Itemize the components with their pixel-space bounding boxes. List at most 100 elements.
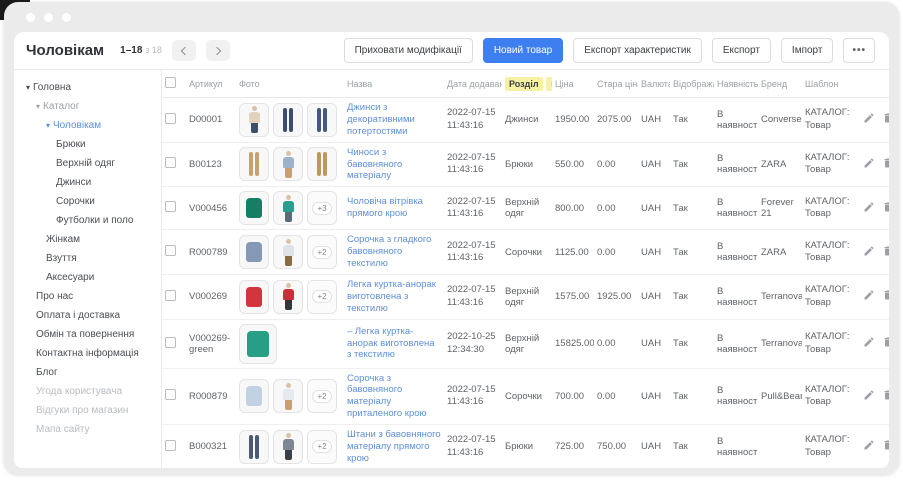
product-photo[interactable] xyxy=(239,323,277,364)
col-header-availability[interactable]: Наявність xyxy=(714,70,758,98)
product-photo[interactable] xyxy=(239,191,269,226)
sidebar-item-жінкам[interactable]: Жінкам xyxy=(14,230,161,249)
sidebar-item-про-нас[interactable]: Про нас xyxy=(14,287,161,306)
product-name-link[interactable]: Чоловіча вітрівка прямого крою xyxy=(347,196,423,220)
sidebar-item-джинси[interactable]: Джинси xyxy=(14,173,161,192)
col-header-sku[interactable]: Артикул xyxy=(186,70,236,98)
product-photo[interactable] xyxy=(239,147,269,182)
product-photo[interactable] xyxy=(273,429,303,464)
product-photo[interactable] xyxy=(273,379,303,414)
product-name-link[interactable]: – Легка куртка-анорак виготовлена з текс… xyxy=(347,325,435,361)
col-header-display[interactable]: Відображати xyxy=(670,70,714,98)
new-product-button[interactable]: Новий товар xyxy=(482,38,564,63)
sort-icon[interactable] xyxy=(545,76,552,91)
prev-page-button[interactable] xyxy=(171,40,196,61)
sidebar-item-відгуки-про-магазин[interactable]: Відгуки про магазин xyxy=(14,401,161,420)
more-photos-badge[interactable]: +3 xyxy=(307,191,337,226)
next-page-button[interactable] xyxy=(205,40,230,61)
row-checkbox[interactable] xyxy=(165,389,176,401)
product-name-link[interactable]: Чиноси з бавовняного матеріалу xyxy=(347,146,403,182)
sidebar-item-брюки[interactable]: Брюки xyxy=(14,135,161,154)
row-checkbox[interactable] xyxy=(165,157,176,169)
sidebar-item-верхній-одяг[interactable]: Верхній одяг xyxy=(14,154,161,173)
col-header-currency[interactable]: Валюта xyxy=(638,70,670,98)
sidebar-item-сорочки[interactable]: Сорочки xyxy=(14,192,161,211)
edit-icon[interactable] xyxy=(863,245,876,258)
product-photo[interactable] xyxy=(239,429,269,464)
product-photo[interactable] xyxy=(239,379,269,414)
col-header-price[interactable]: Ціна xyxy=(552,70,594,98)
edit-icon[interactable] xyxy=(863,201,876,214)
window-control-dot[interactable] xyxy=(44,12,53,22)
product-photo[interactable] xyxy=(239,235,269,270)
delete-icon[interactable] xyxy=(882,389,889,402)
export-characteristics-button[interactable]: Експорт характеристик xyxy=(573,38,702,63)
sidebar-item-контактна-інформація[interactable]: Контактна інформація xyxy=(14,344,161,363)
product-photo[interactable] xyxy=(273,279,303,314)
row-checkbox[interactable] xyxy=(165,245,176,257)
row-checkbox[interactable] xyxy=(165,289,176,301)
product-photo[interactable] xyxy=(273,102,303,137)
product-photo[interactable] xyxy=(273,235,303,270)
delete-icon[interactable] xyxy=(882,201,889,214)
col-header-name[interactable]: Назва xyxy=(344,70,444,98)
product-name-link[interactable]: Легка куртка-анорак виготовлена з тексти… xyxy=(347,278,436,314)
product-name-link[interactable]: Штани з бавовняного матеріалу прямого кр… xyxy=(347,429,441,464)
sidebar-item-блог[interactable]: Блог xyxy=(14,363,161,382)
more-actions-button[interactable]: ••• xyxy=(843,38,875,63)
sidebar-item-взуття[interactable]: Взуття xyxy=(14,249,161,268)
more-photos-badge[interactable]: +2 xyxy=(307,279,337,314)
product-photo[interactable] xyxy=(307,147,337,182)
sidebar-item-чоловікам[interactable]: ▾ Чоловікам xyxy=(14,116,161,135)
col-header-section[interactable]: Розділ xyxy=(502,70,552,98)
export-button[interactable]: Експорт xyxy=(711,38,771,63)
product-name-link[interactable]: Сорочка з бавовняного матеріалу притален… xyxy=(347,372,427,420)
row-checkbox[interactable] xyxy=(165,112,176,124)
edit-icon[interactable] xyxy=(863,157,876,170)
col-header-brand[interactable]: Бренд xyxy=(758,70,802,98)
sidebar-item-мапа-сайту[interactable]: Мапа сайту xyxy=(14,420,161,439)
col-header-date[interactable]: Дата додавання xyxy=(444,70,502,98)
table-row: B00123 Чиноси з бавовняного матеріалу 2022… xyxy=(162,142,889,188)
product-name-link[interactable]: Сорочка з гладкого бавовняного текстилю xyxy=(347,234,432,269)
more-photos-badge[interactable]: +2 xyxy=(307,429,337,464)
product-photo[interactable] xyxy=(307,102,337,137)
more-photos-badge[interactable]: +2 xyxy=(307,235,337,270)
row-checkbox[interactable] xyxy=(165,439,176,451)
product-photo[interactable] xyxy=(239,102,269,137)
edit-icon[interactable] xyxy=(863,336,876,349)
window-control-dot[interactable] xyxy=(26,12,35,22)
col-header-old-price[interactable]: Стара ціна xyxy=(594,70,638,98)
delete-icon[interactable] xyxy=(882,439,889,452)
edit-icon[interactable] xyxy=(863,112,876,125)
delete-icon[interactable] xyxy=(882,336,889,349)
row-checkbox[interactable] xyxy=(165,336,176,348)
col-header-template[interactable]: Шаблон xyxy=(802,70,854,98)
import-button[interactable]: Імпорт xyxy=(780,38,834,63)
delete-icon[interactable] xyxy=(882,112,889,125)
sidebar-item-угода-користувача[interactable]: Угода користувача xyxy=(14,382,161,401)
window-control-dot[interactable] xyxy=(62,12,71,22)
sidebar-item-головна[interactable]: ▾ Головна xyxy=(14,78,161,97)
more-photos-badge[interactable]: +2 xyxy=(307,379,337,414)
delete-icon[interactable] xyxy=(882,289,889,302)
row-checkbox[interactable] xyxy=(165,201,176,213)
product-photo[interactable] xyxy=(273,147,303,182)
sidebar-item-обмін-та-повернення[interactable]: Обмін та повернення xyxy=(14,325,161,344)
sidebar-item-оплата-і-доставка[interactable]: Оплата і доставка xyxy=(14,306,161,325)
product-photo[interactable] xyxy=(273,191,303,226)
edit-icon[interactable] xyxy=(863,289,876,302)
hide-modifications-button[interactable]: Приховати модифікації xyxy=(343,38,473,63)
sidebar-item-каталог[interactable]: ▾ Каталог xyxy=(14,97,161,116)
select-all-checkbox[interactable] xyxy=(165,77,176,88)
sidebar-item-label: Джинси xyxy=(56,177,92,188)
table-header-row: Артикул Фото Назва Дата додавання Розділ… xyxy=(162,70,889,98)
edit-icon[interactable] xyxy=(863,439,876,452)
delete-icon[interactable] xyxy=(882,157,889,170)
edit-icon[interactable] xyxy=(863,389,876,402)
delete-icon[interactable] xyxy=(882,245,889,258)
product-name-link[interactable]: Джинси з декоративними потертостями xyxy=(347,102,415,137)
sidebar-item-аксесуари[interactable]: Аксесуари xyxy=(14,268,161,287)
product-photo[interactable] xyxy=(239,279,269,314)
sidebar-item-футболки-и-поло[interactable]: Футболки и поло xyxy=(14,211,161,230)
